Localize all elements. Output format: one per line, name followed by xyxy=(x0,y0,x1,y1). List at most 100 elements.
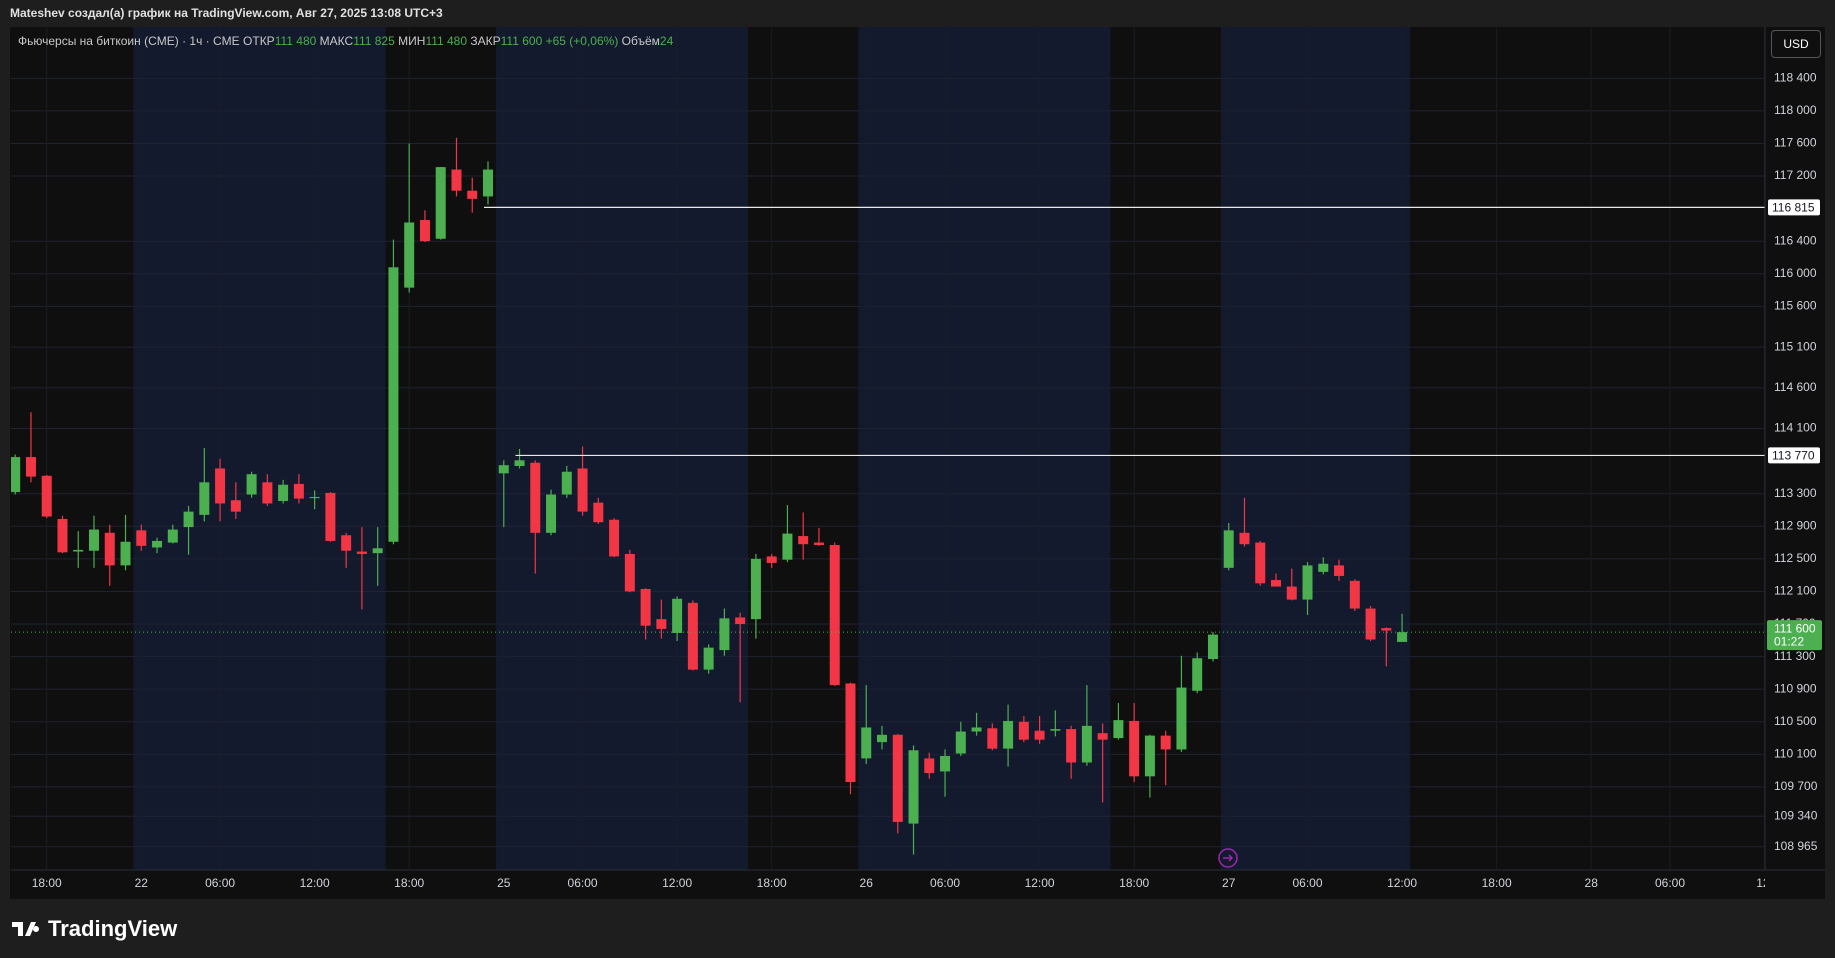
candle-body xyxy=(1034,730,1045,740)
candle-body xyxy=(609,519,620,557)
legend: Фьючерсы на биткоин (CME) · 1ч · CME ОТК… xyxy=(18,34,673,48)
x-tick-label: 06:00 xyxy=(1293,876,1323,890)
x-tick-label: 12:00 xyxy=(1025,876,1055,890)
x-tick-label: 06:00 xyxy=(1655,876,1685,890)
session-band xyxy=(133,27,386,870)
x-tick-label: 25 xyxy=(497,876,511,890)
x-tick-label: 28 xyxy=(1585,876,1599,890)
legend-change: +65 (+0,06%) xyxy=(545,34,619,48)
y-tick-label: 110 900 xyxy=(1774,681,1817,695)
candle-body xyxy=(798,536,809,545)
candle-body xyxy=(104,532,115,566)
candle-body xyxy=(1192,658,1203,691)
candle-body xyxy=(829,545,840,686)
y-tick-label: 117 200 xyxy=(1774,168,1817,182)
candle-body xyxy=(703,647,714,670)
x-tick-label: 12:00 xyxy=(1387,876,1417,890)
y-tick-label: 114 100 xyxy=(1774,421,1817,435)
candle-body xyxy=(1113,720,1124,739)
session-marker xyxy=(1218,848,1238,868)
candle-body xyxy=(215,468,226,504)
candle-body xyxy=(341,535,352,551)
candle-body xyxy=(593,502,604,523)
currency-button[interactable]: USD xyxy=(1771,30,1821,58)
candle-body xyxy=(782,533,793,560)
candle-body xyxy=(955,731,966,754)
candle-body xyxy=(388,267,399,542)
candle-body xyxy=(1097,733,1108,740)
countdown-label: 01:22 xyxy=(1774,634,1804,648)
author-line: Mateshev создал(а) график на TradingView… xyxy=(10,6,443,20)
candle-body xyxy=(940,755,951,772)
x-tick-label: 22 xyxy=(135,876,149,890)
logo-text: TradingView xyxy=(48,916,178,941)
y-tick-label: 109 700 xyxy=(1774,779,1818,793)
legend-stat-label: ЗАКР xyxy=(470,34,501,48)
y-tick-label: 109 340 xyxy=(1774,808,1818,822)
y-tick-label: 115 100 xyxy=(1774,339,1817,353)
last-price-box xyxy=(1767,620,1822,651)
candle-body xyxy=(813,542,824,546)
x-tick-label: 27 xyxy=(1222,876,1236,890)
y-tick-label: 108 965 xyxy=(1774,839,1818,853)
candle-body xyxy=(987,728,998,749)
x-tick-label: 12:00 xyxy=(662,876,692,890)
candle-body xyxy=(356,551,367,554)
candle-body xyxy=(640,589,651,626)
logo-icon xyxy=(12,922,40,936)
candle-body xyxy=(1271,580,1281,587)
candle-body xyxy=(451,169,462,191)
candle-body xyxy=(183,511,194,528)
legend-stat-value: 111 480 xyxy=(425,34,468,48)
candle-body xyxy=(735,617,746,625)
legend-stats: ОТКР111 480 МАКС111 825 МИН111 480 ЗАКР1… xyxy=(243,34,546,48)
candle-body xyxy=(136,530,147,546)
y-tick-label: 114 600 xyxy=(1774,380,1817,394)
y-tick-label: 110 100 xyxy=(1774,747,1817,761)
candle-body xyxy=(1144,735,1155,777)
candle-body xyxy=(404,222,415,288)
candle-body xyxy=(11,457,21,493)
candle-body xyxy=(656,619,667,629)
session-band xyxy=(1220,27,1410,870)
candle-body xyxy=(1129,720,1140,777)
candle-body xyxy=(546,494,557,533)
candle-body xyxy=(246,474,257,495)
legend-stat-value: 111 825 xyxy=(353,34,395,48)
candle-body xyxy=(1381,628,1392,631)
x-tick-label: 18:00 xyxy=(757,876,787,890)
candle-body xyxy=(467,190,478,199)
candle-body xyxy=(262,482,273,504)
candle-body xyxy=(435,167,446,239)
candle-body xyxy=(309,496,320,499)
legend-stat-label: ОТКР xyxy=(243,34,275,48)
candle-body xyxy=(1223,530,1234,568)
x-tick-label: 12:00 xyxy=(300,876,330,890)
candle-body xyxy=(483,169,493,197)
candle-body xyxy=(120,541,131,566)
y-tick-label: 112 100 xyxy=(1774,584,1817,598)
candle-body xyxy=(498,465,509,474)
last-price-label: 111 600 xyxy=(1774,621,1816,635)
candle-body xyxy=(1066,729,1077,763)
candle-body xyxy=(1207,634,1218,660)
candle-body xyxy=(1018,721,1029,740)
legend-volume-label: Объём xyxy=(621,34,660,48)
x-tick-label: 06:00 xyxy=(205,876,235,890)
candle-body xyxy=(719,618,730,651)
candle-body xyxy=(278,484,289,502)
y-tick-label: 116 000 xyxy=(1774,266,1817,280)
candle-body xyxy=(1160,735,1171,750)
candle-body xyxy=(861,727,872,759)
candle-body xyxy=(877,734,887,743)
x-tick-label: 12: xyxy=(1756,876,1773,890)
candle-body xyxy=(1349,580,1360,609)
candle-body xyxy=(199,482,210,515)
candle-body xyxy=(577,468,588,512)
legend-stat-value: 111 600 xyxy=(500,34,543,48)
hline-label-box xyxy=(1768,199,1820,216)
y-tick-label: 112 500 xyxy=(1774,551,1817,565)
legend-stat-label: МИН xyxy=(398,34,426,48)
y-tick-label: 118 000 xyxy=(1774,103,1817,117)
